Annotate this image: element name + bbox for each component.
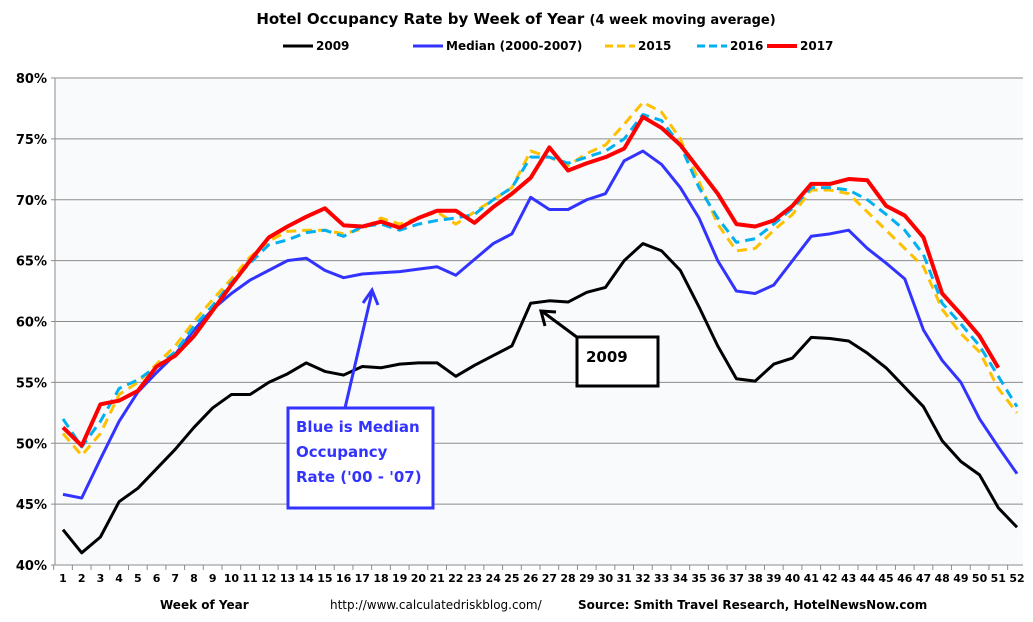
y-tick-label: 40% (16, 559, 47, 574)
x-tick-label: 3 (97, 572, 105, 585)
x-tick-label: 6 (153, 572, 161, 585)
x-tick-label: 1 (59, 572, 67, 585)
x-tick-label: 30 (598, 572, 614, 585)
x-tick-label: 52 (1009, 572, 1024, 585)
x-tick-label: 32 (635, 572, 650, 585)
series-line-2015 (61, 100, 1019, 457)
x-tick-label: 23 (467, 572, 482, 585)
median-arrow (343, 291, 374, 409)
legend-label: 2009 (316, 39, 349, 53)
x-tick-label: 35 (691, 572, 706, 585)
x-tick-label: 20 (411, 572, 427, 585)
x-tick-label: 5 (134, 572, 142, 585)
arrowhead-2009-icon (539, 309, 557, 327)
x-tick-label: 21 (429, 572, 444, 585)
x-tick-label: 25 (504, 572, 519, 585)
x-tick-label: 44 (860, 572, 876, 585)
median-annotation-line1: Blue is Median (296, 418, 420, 436)
x-tick-label: 27 (542, 572, 557, 585)
footer-url: http://www.calculatedriskblog.com/ (330, 598, 543, 612)
x-tick-label: 18 (373, 572, 388, 585)
median-annotation-line2: Occupancy (296, 443, 388, 461)
x-tick-label: 43 (841, 572, 856, 585)
x-tick-label: 39 (766, 572, 781, 585)
grid (51, 77, 1023, 570)
y-tick-label: 50% (16, 437, 47, 452)
y-tick-label: 75% (16, 133, 47, 148)
x-tick-label: 15 (317, 572, 332, 585)
title-main: Hotel Occupancy Rate by Week of Year (256, 10, 585, 28)
y-tick-label: 80% (16, 72, 47, 87)
x-tick-label: 51 (991, 572, 1006, 585)
x-axis-ticks: 1 2 3 4 5 6 7 8 9 10 11 12 13 14 15 16 17 18 19 20 21 22 23 24 2… (59, 572, 1024, 585)
y-tick-label: 60% (16, 316, 47, 331)
x-tick-label: 2 (78, 572, 86, 585)
arrow-2009 (542, 310, 579, 340)
x-tick-label: 10 (224, 572, 240, 585)
median-arrowhead-icon (361, 286, 380, 306)
legend-label: 2015 (638, 39, 671, 53)
footer-source: Source: Smith Travel Research, HotelNews… (578, 598, 927, 612)
x-tick-label: 45 (878, 572, 893, 585)
x-tick-label: 34 (673, 572, 689, 585)
x-tick-label: 47 (916, 572, 931, 585)
x-tick-label: 29 (579, 572, 594, 585)
legend-label: 2016 (730, 39, 763, 53)
y-tick-label: 55% (16, 376, 47, 391)
x-tick-label: 41 (804, 572, 819, 585)
x-tick-label: 11 (242, 572, 257, 585)
x-tick-label: 7 (171, 572, 179, 585)
x-tick-label: 33 (654, 572, 669, 585)
x-tick-label: 12 (261, 572, 276, 585)
x-tick-label: 48 (935, 572, 950, 585)
x-tick-label: 42 (822, 572, 837, 585)
x-tick-label: 38 (747, 572, 762, 585)
x-tick-label: 19 (392, 572, 407, 585)
annotation-box-2009 (575, 335, 660, 388)
y-axis-ticks: 40% 45% 50% 55% 60% 65% 70% 75% 80% (16, 72, 47, 574)
x-tick-label: 17 (355, 572, 370, 585)
x-tick-label: 46 (897, 572, 913, 585)
x-tick-label: 9 (209, 572, 217, 585)
x-axis-label: Week of Year (160, 598, 249, 612)
series-line-2016 (61, 113, 1019, 449)
annotation-2009-text: 2009 (586, 348, 628, 366)
median-annotation-box (286, 406, 435, 510)
x-tick-label: 50 (972, 572, 988, 585)
legend: 2009 Median (2000-2007) 2015 2016 2017 (283, 39, 833, 53)
series-line-2017 (61, 114, 1001, 448)
median-annotation-line3: Rate ('00 - '07) (296, 468, 422, 486)
x-tick-label: 40 (785, 572, 801, 585)
y-tick-label: 70% (16, 194, 47, 209)
x-tick-label: 13 (280, 572, 295, 585)
series-line-2009 (61, 242, 1019, 555)
x-tick-label: 24 (486, 572, 502, 585)
y-tick-label: 45% (16, 498, 47, 513)
x-tick-label: 31 (617, 572, 632, 585)
title-sub: (4 week moving average) (590, 13, 776, 28)
x-tick-label: 22 (448, 572, 463, 585)
x-tick-label: 37 (729, 572, 744, 585)
x-tick-label: 4 (115, 572, 123, 585)
x-tick-label: 26 (523, 572, 539, 585)
x-tick-label: 16 (336, 572, 352, 585)
x-tick-label: 8 (190, 572, 198, 585)
x-tick-label: 36 (710, 572, 726, 585)
x-tick-label: 14 (299, 572, 315, 585)
legend-label: Median (2000-2007) (446, 39, 582, 53)
legend-label: 2017 (800, 39, 833, 53)
y-tick-label: 65% (16, 255, 47, 270)
series-line-median (62, 149, 1019, 500)
series-lines (61, 100, 1019, 555)
x-tick-label: 28 (560, 572, 575, 585)
x-tick-label: 49 (953, 572, 968, 585)
chart-title: Hotel Occupancy Rate by Week of Year (4 … (256, 10, 775, 28)
